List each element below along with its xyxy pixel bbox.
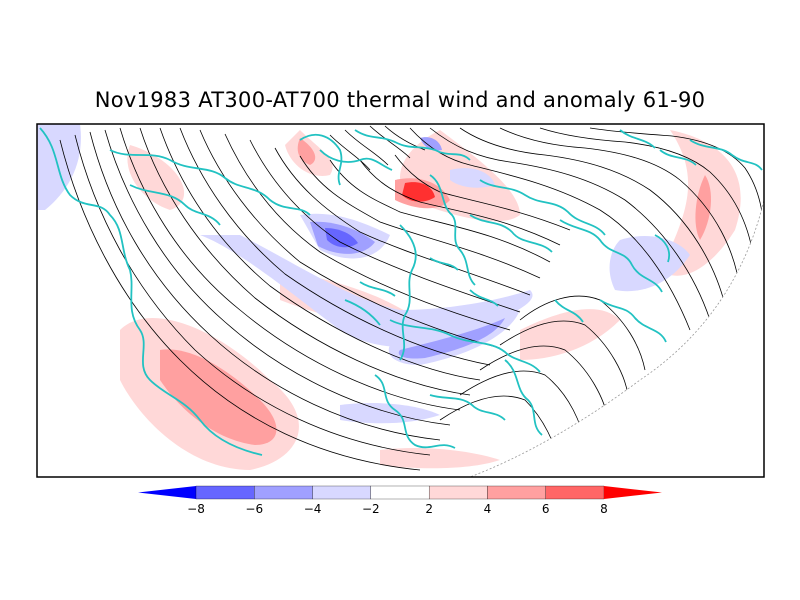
colorbar-box [428,485,488,500]
colorbar-tick-label: 8 [600,502,608,516]
colorbar-end-low [138,486,196,499]
colorbar-tick-label: 2 [425,502,433,516]
colorbar-box [312,485,372,500]
colorbar-box [195,485,255,500]
colorbar-tick-label: 4 [484,502,492,516]
colorbar-tick-label: −4 [304,502,322,516]
colorbar-tick-label: −2 [362,502,380,516]
colorbar-box [370,485,430,500]
colorbar-tick-label: 6 [542,502,550,516]
negative-anomaly-peak [325,228,358,248]
map-frame [36,123,765,478]
colorbar-tick-label: −8 [187,502,205,516]
positive-anomaly-peak [402,182,435,202]
colorbar-box [545,485,605,500]
colorbar-boxes [138,485,662,500]
anomaly-shading [37,124,741,470]
colorbar-labels: −8 −6 −4 −2 2 4 6 8 [187,502,608,516]
coastlines [39,127,763,456]
map-title: Nov1983 AT300-AT700 thermal wind and ano… [94,88,706,112]
colorbar-end-high [604,486,662,499]
colorbar-tick-label: −6 [245,502,263,516]
colorbar-box [254,485,313,500]
colorbar-box [487,485,546,500]
